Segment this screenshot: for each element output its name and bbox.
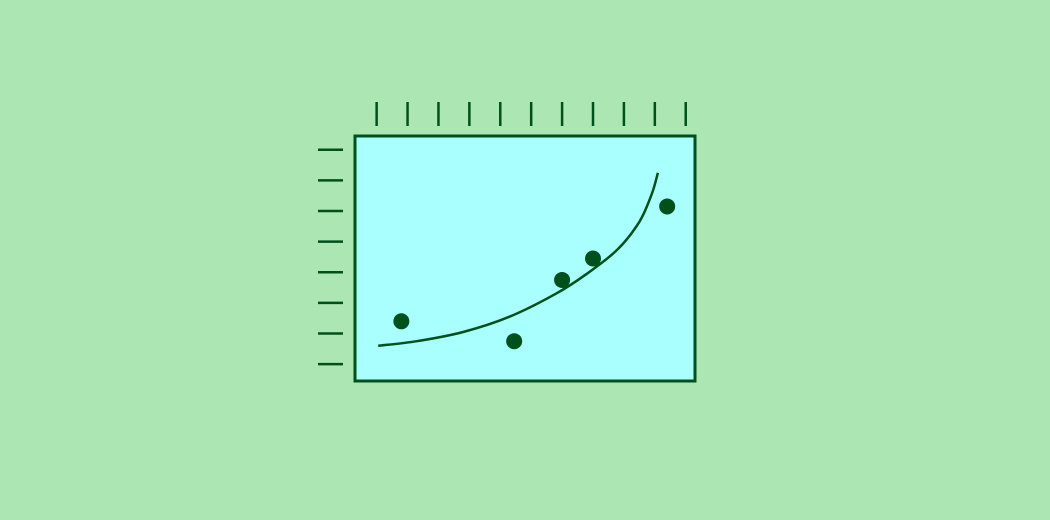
data-points: [393, 198, 676, 350]
data-point: [393, 313, 410, 330]
data-point: [585, 250, 601, 267]
plot-area: [353, 134, 697, 383]
y-axis-ticks: [318, 148, 343, 366]
x-axis-ticks: [375, 102, 687, 126]
data-point: [659, 198, 676, 215]
data-point: [506, 333, 523, 350]
fit-curve: [378, 172, 660, 348]
data-point: [554, 271, 571, 288]
